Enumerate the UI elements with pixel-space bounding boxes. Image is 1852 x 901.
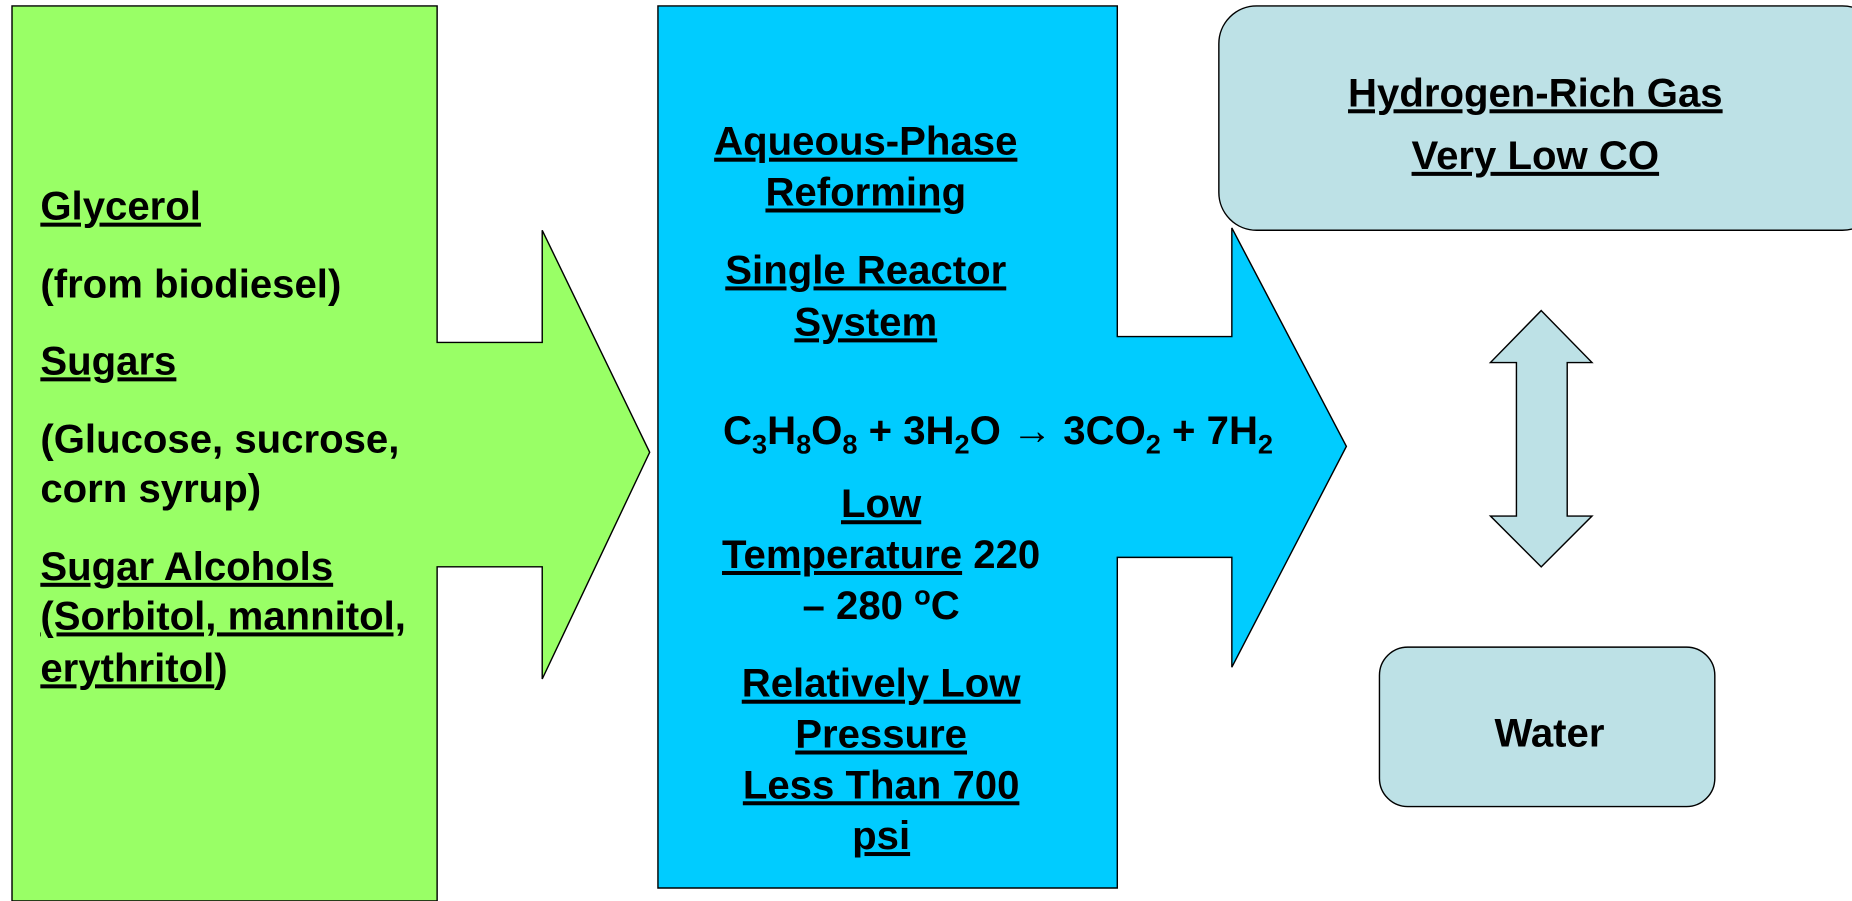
text-line: Aqueous-Phase xyxy=(714,119,1017,164)
text-line: erythritol) xyxy=(40,645,227,690)
eq-sub: 8 xyxy=(842,428,857,459)
text-line: psi xyxy=(852,813,910,858)
eq-run: C xyxy=(723,408,752,453)
feedstock-text: Glycerol (from biodiesel) Sugars (Glucos… xyxy=(40,184,406,691)
eq-sub: 3 xyxy=(752,428,767,459)
eq-run: + 3H xyxy=(858,408,955,453)
text-line: System xyxy=(794,299,937,344)
text-line: Less Than 700 xyxy=(743,762,1020,807)
text-run: Temperature xyxy=(722,532,962,577)
double-arrow xyxy=(1488,309,1594,568)
text-line: Very Low CO xyxy=(1412,133,1660,178)
eq-sub: 2 xyxy=(1146,428,1161,459)
eq-run: O xyxy=(811,408,842,453)
text-run: 220 xyxy=(962,532,1040,577)
eq-run: O → 3CO xyxy=(970,408,1146,453)
text-run: ) xyxy=(214,645,227,690)
output-text: Hydrogen-Rich Gas Very Low CO Water xyxy=(1348,70,1723,755)
text-line: Sugars xyxy=(40,338,176,383)
text-line: – 280 oC xyxy=(803,580,960,628)
eq-sub: 2 xyxy=(955,428,970,459)
eq-sub: 2 xyxy=(1258,428,1273,459)
process-arrow xyxy=(657,5,1348,889)
text-line: Reforming xyxy=(765,169,966,214)
text-line: Pressure xyxy=(795,711,967,756)
text-line: corn syrup) xyxy=(40,466,261,511)
eq-run: H xyxy=(767,408,796,453)
text-line: Low xyxy=(841,481,922,526)
feedstock-arrow xyxy=(11,5,651,901)
text-line: (Sorbitol, mannitol, xyxy=(40,593,406,638)
text-line: Temperature 220 xyxy=(722,532,1040,577)
text-line: Hydrogen-Rich Gas xyxy=(1348,70,1723,115)
gas-box xyxy=(1218,5,1852,231)
eq-run: + 7H xyxy=(1161,408,1258,453)
text-line: (Glucose, sucrose, xyxy=(40,416,399,461)
water-box xyxy=(1378,646,1716,808)
text-run: C xyxy=(931,583,960,628)
text-run: – 280 xyxy=(803,583,915,628)
text-line: Relatively Low xyxy=(742,661,1022,706)
text-line: Water xyxy=(1494,710,1604,755)
text-line: Sugar Alcohols xyxy=(40,544,333,589)
superscript: o xyxy=(914,580,931,611)
eq-sub: 8 xyxy=(796,428,811,459)
text-run: erythritol xyxy=(40,645,214,690)
process-text: Aqueous-Phase Reforming Single Reactor S… xyxy=(714,119,1273,858)
text-line: Glycerol xyxy=(40,184,201,229)
text-line: Single Reactor xyxy=(725,247,1006,292)
equation: C3H8O8 + 3H2O → 3CO2 + 7H2 xyxy=(723,408,1273,459)
text-line: (from biodiesel) xyxy=(40,262,341,307)
